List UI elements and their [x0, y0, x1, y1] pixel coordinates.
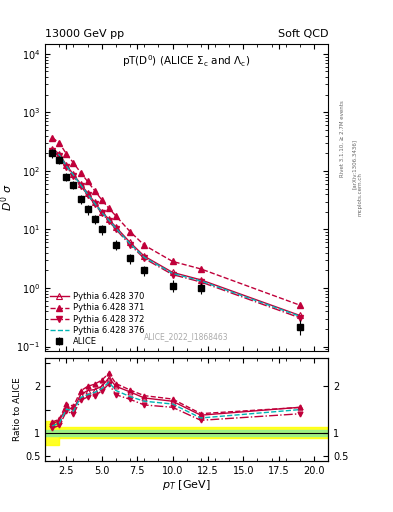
Pythia 6.428 376 — [170, 270, 175, 276]
Pythia 6.428 372 — [107, 218, 111, 224]
Pythia 6.428 370 — [85, 190, 90, 196]
Pythia 6.428 371 — [57, 140, 62, 146]
Text: [arXiv:1306.3436]: [arXiv:1306.3436] — [352, 139, 357, 189]
Pythia 6.428 371 — [92, 187, 97, 194]
Pythia 6.428 376 — [78, 182, 83, 188]
Pythia 6.428 372 — [64, 164, 69, 170]
Text: 13000 GeV pp: 13000 GeV pp — [45, 29, 124, 39]
Text: ALICE_2022_I1868463: ALICE_2022_I1868463 — [144, 332, 229, 342]
Pythia 6.428 376 — [142, 254, 147, 261]
Pythia 6.428 371 — [50, 135, 55, 141]
Pythia 6.428 370 — [71, 172, 76, 178]
Pythia 6.428 372 — [114, 226, 118, 232]
Y-axis label: $D^0\ \sigma$: $D^0\ \sigma$ — [0, 183, 15, 211]
Pythia 6.428 370 — [107, 216, 111, 222]
Pythia 6.428 370 — [99, 209, 104, 215]
Pythia 6.428 376 — [64, 163, 69, 169]
Pythia 6.428 372 — [71, 173, 76, 179]
Pythia 6.428 370 — [50, 145, 55, 152]
Bar — [45, 421, 59, 444]
Pythia 6.428 371 — [170, 259, 175, 265]
Pythia 6.428 371 — [85, 178, 90, 184]
Pythia 6.428 371 — [128, 228, 132, 234]
Pythia 6.428 376 — [57, 152, 62, 158]
Pythia 6.428 372 — [99, 210, 104, 216]
Pythia 6.428 371 — [64, 151, 69, 157]
Pythia 6.428 370 — [64, 162, 69, 168]
Pythia 6.428 376 — [50, 146, 55, 153]
Pythia 6.428 376 — [298, 313, 302, 319]
Pythia 6.428 370 — [114, 224, 118, 230]
Y-axis label: Ratio to ALICE: Ratio to ALICE — [13, 378, 22, 441]
Pythia 6.428 372 — [50, 148, 55, 154]
Line: Pythia 6.428 376: Pythia 6.428 376 — [52, 150, 300, 316]
Pythia 6.428 372 — [57, 153, 62, 159]
Pythia 6.428 371 — [114, 213, 118, 219]
Line: Pythia 6.428 371: Pythia 6.428 371 — [50, 135, 303, 308]
Pythia 6.428 372 — [170, 271, 175, 278]
Pythia 6.428 372 — [78, 183, 83, 189]
Pythia 6.428 371 — [107, 205, 111, 211]
Line: Pythia 6.428 372: Pythia 6.428 372 — [50, 148, 303, 321]
Pythia 6.428 371 — [78, 169, 83, 176]
Bar — [59, 428, 328, 438]
Pythia 6.428 371 — [99, 197, 104, 203]
Pythia 6.428 372 — [128, 242, 132, 248]
Pythia 6.428 372 — [85, 192, 90, 198]
Pythia 6.428 372 — [298, 315, 302, 321]
Text: Soft QCD: Soft QCD — [278, 29, 328, 39]
Text: Rivet 3.1.10, ≥ 2.7M events: Rivet 3.1.10, ≥ 2.7M events — [340, 100, 345, 177]
Legend: Pythia 6.428 370, Pythia 6.428 371, Pythia 6.428 372, Pythia 6.428 376, ALICE: Pythia 6.428 370, Pythia 6.428 371, Pyth… — [48, 291, 146, 347]
Pythia 6.428 376 — [114, 225, 118, 231]
Pythia 6.428 372 — [92, 201, 97, 207]
Pythia 6.428 376 — [99, 209, 104, 216]
X-axis label: $p_T\ \mathrm{[GeV]}$: $p_T\ \mathrm{[GeV]}$ — [162, 478, 211, 493]
Text: $\mathrm{pT(D^0)\ (ALICE\ \Sigma_c\ and\ \Lambda_c)}$: $\mathrm{pT(D^0)\ (ALICE\ \Sigma_c\ and\… — [123, 53, 251, 69]
Pythia 6.428 370 — [170, 269, 175, 275]
Pythia 6.428 370 — [298, 312, 302, 318]
Pythia 6.428 371 — [71, 160, 76, 166]
Pythia 6.428 370 — [92, 199, 97, 205]
Pythia 6.428 371 — [298, 302, 302, 308]
Pythia 6.428 370 — [57, 151, 62, 157]
Pythia 6.428 376 — [198, 278, 203, 284]
Pythia 6.428 370 — [78, 181, 83, 187]
Bar — [45, 430, 328, 436]
Pythia 6.428 372 — [142, 255, 147, 262]
Pythia 6.428 376 — [85, 191, 90, 197]
Pythia 6.428 376 — [92, 200, 97, 206]
Pythia 6.428 370 — [128, 240, 132, 246]
Line: Pythia 6.428 370: Pythia 6.428 370 — [50, 146, 303, 318]
Pythia 6.428 376 — [107, 217, 111, 223]
Pythia 6.428 376 — [128, 241, 132, 247]
Pythia 6.428 376 — [71, 172, 76, 178]
Pythia 6.428 370 — [142, 253, 147, 259]
Pythia 6.428 371 — [142, 242, 147, 248]
Pythia 6.428 372 — [198, 279, 203, 285]
Pythia 6.428 371 — [198, 266, 203, 272]
Pythia 6.428 370 — [198, 277, 203, 283]
Text: mcplots.cern.ch: mcplots.cern.ch — [358, 173, 363, 217]
